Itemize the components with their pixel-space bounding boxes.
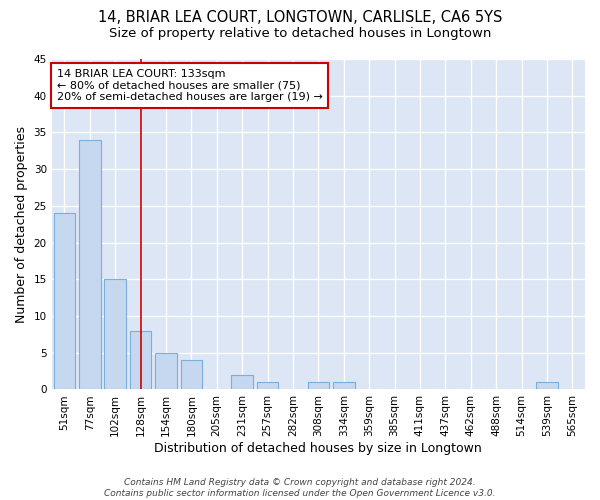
Y-axis label: Number of detached properties: Number of detached properties — [15, 126, 28, 322]
Bar — [79, 140, 101, 390]
Text: Contains HM Land Registry data © Crown copyright and database right 2024.
Contai: Contains HM Land Registry data © Crown c… — [104, 478, 496, 498]
Text: 14, BRIAR LEA COURT, LONGTOWN, CARLISLE, CA6 5YS: 14, BRIAR LEA COURT, LONGTOWN, CARLISLE,… — [98, 10, 502, 25]
Bar — [104, 280, 126, 390]
Text: Size of property relative to detached houses in Longtown: Size of property relative to detached ho… — [109, 28, 491, 40]
Bar — [181, 360, 202, 390]
X-axis label: Distribution of detached houses by size in Longtown: Distribution of detached houses by size … — [154, 442, 482, 455]
Bar — [257, 382, 278, 390]
Bar — [232, 375, 253, 390]
Text: 14 BRIAR LEA COURT: 133sqm
← 80% of detached houses are smaller (75)
20% of semi: 14 BRIAR LEA COURT: 133sqm ← 80% of deta… — [57, 69, 323, 102]
Bar — [130, 330, 151, 390]
Bar — [155, 352, 177, 390]
Bar — [536, 382, 557, 390]
Bar — [308, 382, 329, 390]
Bar — [53, 213, 75, 390]
Bar — [333, 382, 355, 390]
